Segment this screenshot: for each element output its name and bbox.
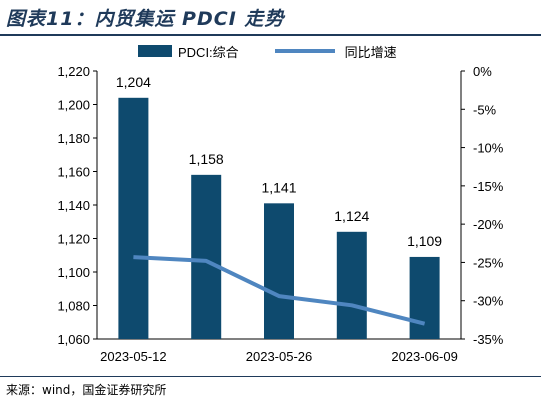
bar bbox=[118, 97, 149, 339]
y-left-tick-label: 1,080 bbox=[57, 299, 90, 314]
bar bbox=[336, 231, 367, 339]
legend-swatch-bar bbox=[138, 45, 172, 57]
y-right-tick-label: -25% bbox=[473, 255, 504, 270]
y-right-tick-label: -15% bbox=[473, 179, 504, 194]
title-divider bbox=[0, 34, 541, 36]
source-note: 来源：wind，国金证券研究所 bbox=[6, 383, 167, 397]
bar-data-label: 1,141 bbox=[261, 179, 296, 195]
bar-data-label: 1,158 bbox=[189, 151, 224, 167]
legend-item-bar: PDCI:综合 bbox=[138, 42, 239, 61]
footer-divider bbox=[0, 376, 541, 377]
bar bbox=[409, 256, 440, 339]
y-left-tick-label: 1,180 bbox=[57, 131, 90, 146]
y-left-tick-label: 1,120 bbox=[57, 232, 90, 247]
legend-swatch-line bbox=[274, 49, 335, 53]
chart-legend: PDCI:综合 同比增速 bbox=[138, 42, 433, 60]
y-right-tick-label: -20% bbox=[473, 217, 504, 232]
y-left-tick-label: 1,100 bbox=[57, 265, 90, 280]
legend-item-line: 同比增速 bbox=[274, 42, 397, 61]
bar-data-label: 1,204 bbox=[116, 74, 151, 90]
y-left-tick-label: 1,060 bbox=[57, 332, 90, 347]
y-right-tick-label: -35% bbox=[473, 332, 504, 347]
legend-label-line: 同比增速 bbox=[344, 44, 397, 60]
y-right-tick-label: 0% bbox=[473, 64, 492, 79]
y-right-tick-label: -30% bbox=[473, 294, 504, 309]
bar-data-label: 1,109 bbox=[407, 233, 442, 249]
bar bbox=[264, 203, 294, 339]
x-tick-label: 2023-05-26 bbox=[246, 349, 313, 364]
y-left-tick-label: 1,200 bbox=[57, 98, 90, 113]
y-left-tick-label: 1,140 bbox=[57, 198, 90, 213]
bar bbox=[191, 174, 222, 339]
y-left-tick-label: 1,160 bbox=[57, 165, 90, 180]
y-left-tick-label: 1,220 bbox=[57, 64, 90, 79]
x-tick-label: 2023-05-12 bbox=[100, 349, 167, 364]
legend-label-bar: PDCI:综合 bbox=[178, 44, 239, 60]
y-right-tick-label: -5% bbox=[473, 102, 497, 117]
chart-title: 图表11：内贸集运 PDCI 走势 bbox=[6, 8, 285, 30]
chart-plot: 1,220 1,200 1,180 1,160 1,140 1,120 1,100 1,080… bbox=[57, 64, 504, 364]
y-right-tick-label: -10% bbox=[473, 141, 504, 156]
x-tick-label: 2023-06-09 bbox=[391, 349, 458, 364]
bar-data-label: 1,124 bbox=[334, 208, 369, 224]
